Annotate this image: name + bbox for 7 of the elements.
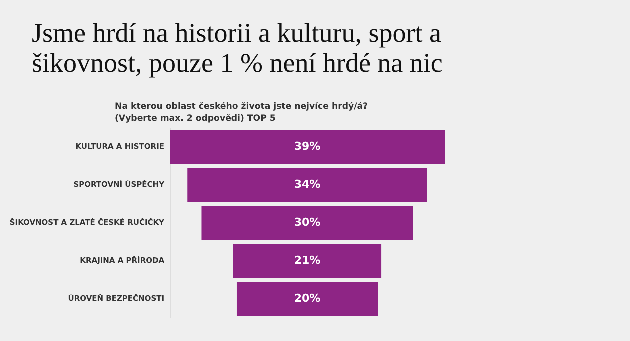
data-label: 21% (294, 254, 321, 267)
text: Jsme hrdí na historii a kulturu, sport a šikovnost, pouze 1 % není hrdé na nic (32, 18, 444, 78)
data-label: 30% (294, 216, 321, 229)
data-label: 34% (294, 178, 321, 191)
data-label: 39% (294, 140, 321, 153)
text: Na kterou oblast českého života jste nejvíce hrdý/á? (Vyberte max. 2 odpovědi) TOP 5 (115, 101, 368, 125)
data-label: 20% (294, 292, 321, 305)
